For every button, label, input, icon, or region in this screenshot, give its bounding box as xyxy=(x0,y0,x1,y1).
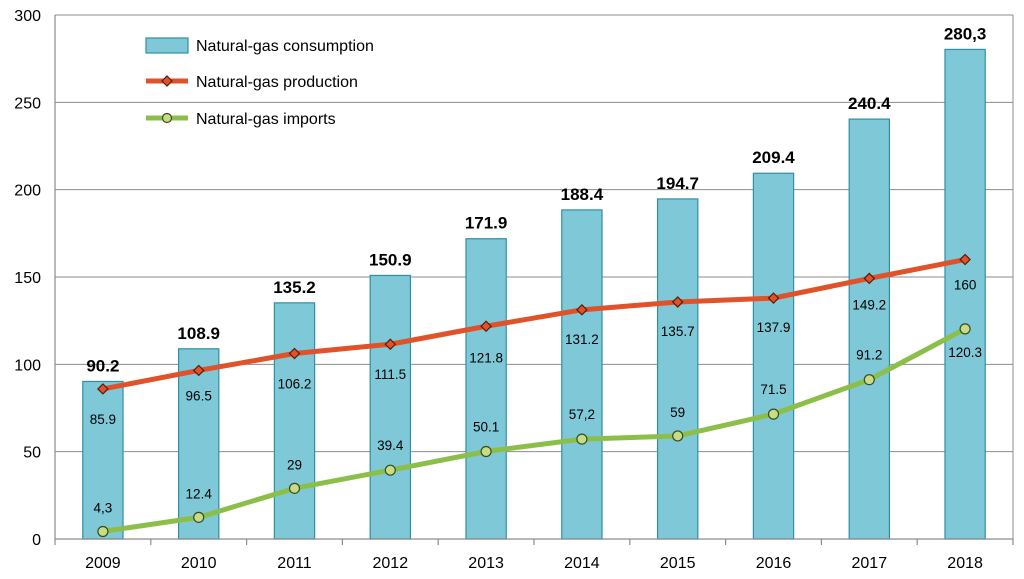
legend: Natural-gas consumption Natural-gas prod… xyxy=(145,37,374,128)
line-production xyxy=(102,257,966,392)
bar-consumption xyxy=(561,209,603,540)
production-value-label: 111.5 xyxy=(374,367,406,382)
marker-imports xyxy=(480,445,492,458)
line-imports xyxy=(102,326,967,534)
marker-imports xyxy=(193,511,205,523)
production-value-label: 137.9 xyxy=(757,320,791,335)
marker-production xyxy=(192,364,205,377)
production-value-label: 121.8 xyxy=(469,350,503,365)
y-tick-label: 300 xyxy=(14,8,41,25)
marker-production xyxy=(671,296,684,308)
marker-production xyxy=(959,253,971,266)
x-tick-label: 2017 xyxy=(852,555,888,572)
legend-label-production: Natural-gas production xyxy=(196,74,358,91)
imports-value-label: 59 xyxy=(670,405,685,420)
bar-value-label: 188.4 xyxy=(561,185,604,204)
x-tick-label: 2014 xyxy=(564,555,600,572)
bar-consumption xyxy=(177,348,220,540)
y-tick-label: 250 xyxy=(14,95,41,112)
x-tick-label: 2015 xyxy=(660,555,696,572)
bar-value-label: 280,3 xyxy=(944,24,987,43)
bar-consumption xyxy=(369,274,412,540)
y-tick-label: 150 xyxy=(14,270,41,287)
imports-value-label: 4,3 xyxy=(94,500,113,515)
production-value-label: 160 xyxy=(954,278,977,293)
imports-value-label: 39.4 xyxy=(377,438,404,453)
marker-imports xyxy=(97,525,109,538)
marker-production xyxy=(97,383,109,395)
bar-consumption xyxy=(465,238,507,540)
y-tick-label: 0 xyxy=(32,532,41,549)
marker-imports xyxy=(576,433,588,445)
y-tick-label: 100 xyxy=(14,357,41,374)
bar-consumption xyxy=(656,198,699,540)
imports-value-label: 29 xyxy=(287,457,302,472)
marker-production xyxy=(480,320,492,333)
bar-series xyxy=(82,48,986,540)
legend-marker-imports xyxy=(161,112,173,124)
legend-label-imports: Natural-gas imports xyxy=(196,111,336,128)
bar-consumption xyxy=(848,118,891,540)
production-value-label: 85.9 xyxy=(90,412,116,427)
imports-value-label: 50.1 xyxy=(473,419,499,434)
production-value-label: 135.7 xyxy=(661,324,695,339)
bar-value-label: 171.9 xyxy=(465,214,508,233)
production-value-label: 96.5 xyxy=(186,388,212,403)
marker-production xyxy=(863,272,876,285)
marker-production xyxy=(288,347,301,360)
marker-imports xyxy=(863,374,875,386)
x-tick-label: 2018 xyxy=(947,555,983,572)
marker-imports xyxy=(672,430,684,442)
bar-consumption xyxy=(944,48,986,540)
bar-consumption xyxy=(752,172,795,540)
x-tick-label: 2013 xyxy=(468,555,504,572)
y-tick-label: 50 xyxy=(23,445,41,462)
x-tick-label: 2016 xyxy=(756,555,792,572)
imports-value-label: 120.3 xyxy=(948,345,982,360)
legend-swatch-consumption xyxy=(145,37,189,54)
imports-value-label: 57,2 xyxy=(569,407,595,422)
production-value-label: 149.2 xyxy=(852,297,886,312)
imports-value-label: 71.5 xyxy=(760,382,786,397)
marker-imports xyxy=(959,323,971,335)
y-tick-label: 200 xyxy=(14,183,41,200)
production-value-label: 131.2 xyxy=(565,332,599,347)
data-labels: 90.2 108.9 135.2 150.9 171.9 188.4 194.7 209.4 2… xyxy=(86,24,986,515)
imports-value-label: 12.4 xyxy=(186,486,213,501)
bar-value-label: 108.9 xyxy=(177,324,220,343)
bar-value-label: 150.9 xyxy=(369,250,412,269)
legend-marker-production xyxy=(161,75,173,87)
marker-production xyxy=(576,303,588,316)
x-tick-label: 2012 xyxy=(373,555,409,572)
x-tick-label: 2009 xyxy=(85,555,121,572)
bar-value-label: 240.4 xyxy=(848,94,891,113)
imports-value-label: 91.2 xyxy=(856,348,882,363)
bar-value-label: 135.2 xyxy=(273,278,316,297)
bar-value-label: 209.4 xyxy=(752,148,795,167)
line-series xyxy=(97,253,971,538)
bar-value-label: 194.7 xyxy=(656,174,699,193)
marker-production xyxy=(384,338,397,351)
marker-imports xyxy=(767,408,780,420)
legend-label-consumption: Natural-gas consumption xyxy=(196,38,374,55)
marker-production xyxy=(767,292,780,304)
production-value-label: 106.2 xyxy=(278,377,312,392)
bar-consumption xyxy=(273,302,316,540)
bar-value-label: 90.2 xyxy=(86,356,119,375)
x-tick-label: 2011 xyxy=(277,555,312,572)
x-tick-label: 2010 xyxy=(181,555,217,572)
marker-imports xyxy=(288,482,301,494)
marker-imports xyxy=(384,464,396,476)
axes: 0 50 100 150 200 250 300 2009 2010 2011 2012 2013 20… xyxy=(14,8,1014,572)
